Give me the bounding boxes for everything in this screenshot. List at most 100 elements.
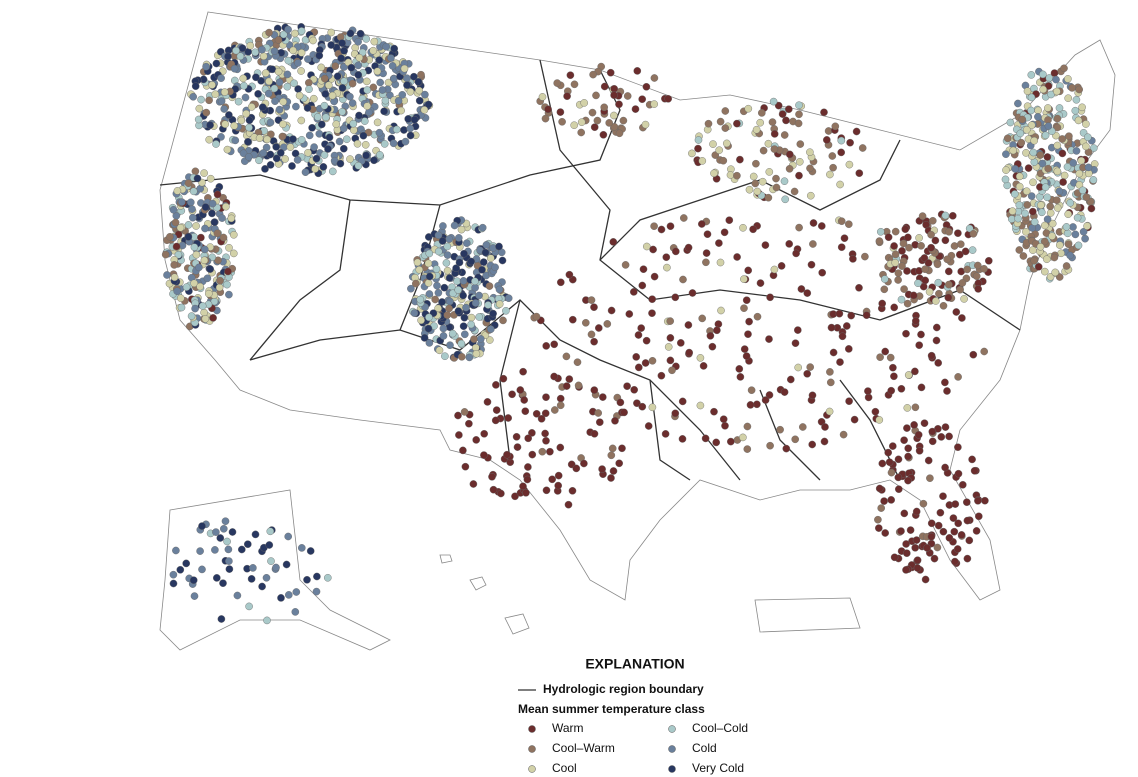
site-point [799, 423, 807, 431]
site-point [1015, 246, 1024, 254]
site-point [600, 103, 609, 112]
site-point [766, 441, 774, 450]
site-point [592, 91, 600, 100]
site-point [974, 261, 982, 270]
site-point [956, 250, 964, 259]
site-point [425, 339, 434, 347]
site-point [736, 155, 744, 164]
site-point [169, 570, 178, 579]
site-point [312, 154, 321, 163]
site-point [315, 129, 324, 138]
site-point [434, 231, 443, 239]
site-point [900, 436, 908, 445]
site-point [478, 223, 487, 232]
site-point [360, 117, 369, 125]
site-point [749, 172, 758, 181]
site-point [795, 110, 803, 119]
site-point [632, 353, 641, 361]
site-point [489, 309, 497, 318]
site-point [272, 154, 281, 163]
site-point [752, 125, 761, 134]
site-point [606, 68, 615, 77]
site-point [1059, 178, 1067, 186]
site-point [225, 290, 233, 299]
site-point [1014, 99, 1022, 108]
site-point [465, 419, 473, 428]
site-point [794, 326, 802, 334]
site-point [923, 544, 931, 552]
site-point [190, 592, 199, 600]
site-point [794, 363, 803, 372]
site-point [196, 547, 204, 555]
site-point [765, 335, 773, 343]
site-point [504, 414, 513, 422]
site-point [702, 249, 711, 257]
site-point [1090, 144, 1098, 152]
site-point [176, 223, 185, 232]
site-point [454, 286, 463, 294]
site-point [642, 336, 651, 345]
site-point [917, 241, 925, 250]
site-point [236, 52, 245, 61]
site-point [169, 205, 178, 214]
site-point [1027, 106, 1035, 115]
site-point [905, 243, 913, 252]
site-point [795, 223, 803, 232]
site-point [780, 388, 789, 396]
site-point [528, 450, 537, 459]
site-point [790, 187, 799, 196]
site-point [211, 546, 219, 554]
site-point [460, 249, 468, 258]
site-point [619, 116, 628, 125]
site-point [694, 136, 703, 144]
site-point [438, 237, 447, 245]
site-point [826, 170, 834, 179]
site-point [313, 113, 322, 121]
site-point [611, 416, 619, 425]
site-point [297, 116, 306, 125]
site-point [297, 135, 306, 144]
site-point [744, 330, 752, 339]
site-point [761, 241, 770, 249]
site-point [259, 52, 268, 61]
site-point [725, 216, 734, 224]
site-point [281, 155, 289, 163]
site-point [688, 149, 696, 158]
site-point [312, 587, 321, 596]
site-point [283, 82, 292, 91]
site-point [556, 394, 565, 403]
site-point [220, 105, 228, 113]
site-point [1069, 159, 1077, 167]
site-point [346, 29, 355, 38]
site-point [217, 97, 226, 105]
site-point [460, 408, 469, 416]
site-point [1064, 75, 1072, 83]
site-point [389, 139, 398, 148]
site-point [939, 301, 948, 310]
site-point [1006, 118, 1015, 127]
site-point [476, 335, 485, 343]
site-point [770, 145, 779, 153]
site-point [177, 198, 186, 206]
site-point [740, 345, 749, 353]
site-point [196, 282, 204, 291]
site-point [400, 126, 408, 134]
site-point [657, 371, 666, 380]
site-point [1063, 229, 1072, 238]
site-point [1082, 120, 1090, 128]
site-point [263, 135, 271, 144]
site-point [403, 74, 411, 82]
site-point [630, 385, 639, 394]
site-point [171, 218, 180, 227]
site-point [475, 291, 483, 300]
site-point [568, 486, 577, 495]
site-point [924, 259, 933, 267]
site-point [550, 340, 559, 349]
site-point [565, 270, 574, 279]
site-point [435, 346, 444, 355]
site-point [642, 83, 651, 91]
site-point [1052, 75, 1060, 84]
site-point [649, 245, 657, 254]
site-point [825, 407, 834, 416]
site-point [648, 356, 657, 365]
